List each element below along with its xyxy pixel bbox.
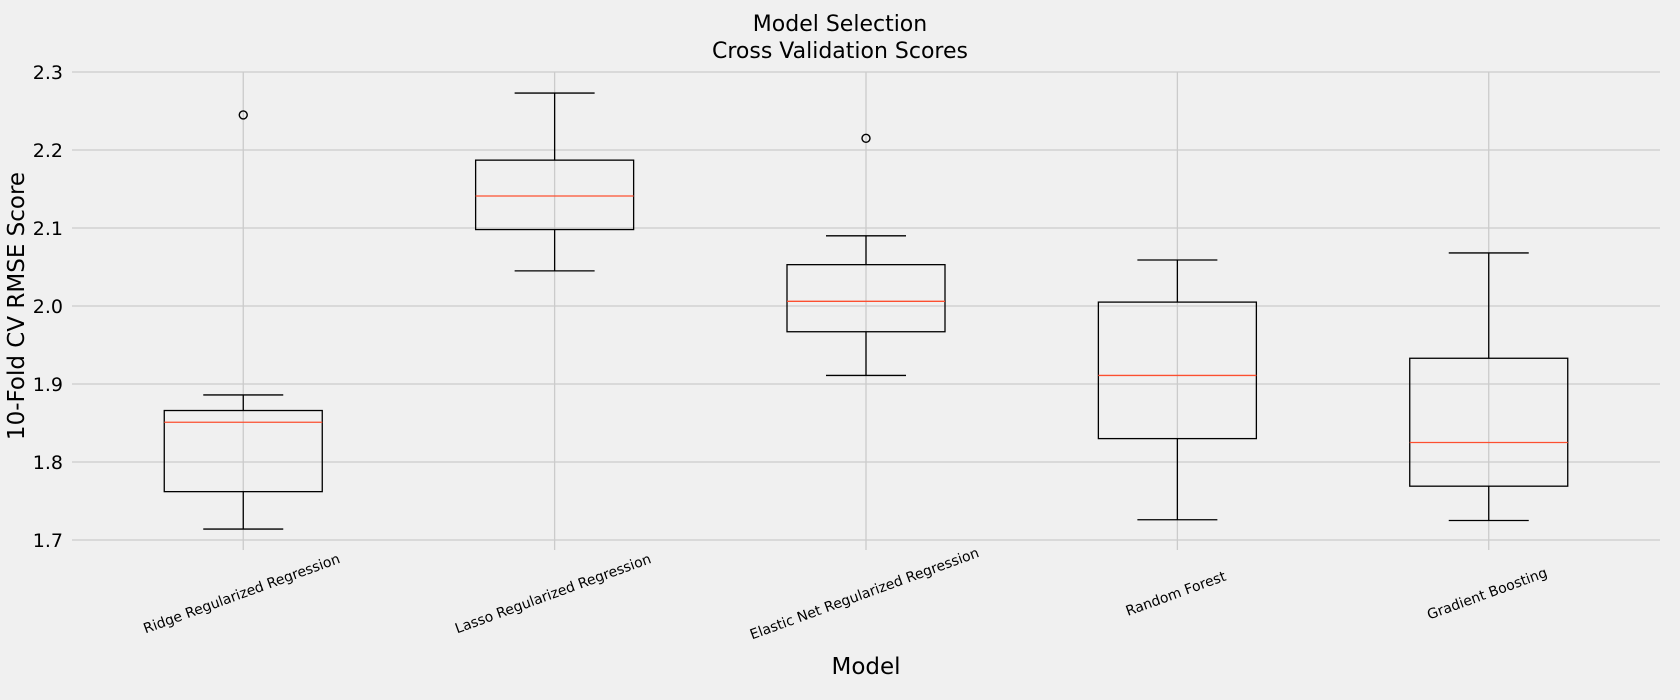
x-axis-label: Model [831,654,900,680]
x-tick-label: Lasso Regularized Regression [453,551,653,637]
chart-title: Model Selection Cross Validation Scores [712,12,968,64]
y-tick-label: 2.1 [33,218,63,240]
x-tick-label: Random Forest [1124,569,1229,620]
iqr-box [474,159,635,231]
iqr-box [786,264,946,333]
box-group [1097,259,1258,521]
boxes [163,92,1569,530]
x-tick-label: Elastic Net Regularized Regression [748,545,981,643]
y-axis-label: 10-Fold CV RMSE Score [4,172,30,440]
box-group [163,110,323,530]
y-axis-ticks: 1.7 1.8 1.9 2.0 2.1 2.2 2.3 [33,62,63,552]
y-tick-label: 1.7 [33,530,63,552]
outlier-point [861,133,871,144]
x-tick-label: Gradient Boosting [1425,565,1549,623]
y-tick-label: 2.0 [33,296,63,318]
chart-title-line-1: Model Selection [753,12,927,37]
chart-title-line-2: Cross Validation Scores [712,39,968,64]
iqr-box [163,409,323,493]
y-tick-label: 2.3 [33,62,63,84]
box-group [474,92,635,272]
x-tick-label: Ridge Regularized Regression [141,551,342,637]
iqr-box [1409,357,1569,487]
iqr-box [1097,301,1258,440]
outlier-point [238,110,248,120]
grid [72,71,1660,550]
box-group [1409,252,1569,522]
x-axis-ticks: Ridge Regularized Regression Lasso Regula… [141,545,1549,643]
y-tick-label: 1.8 [33,452,63,474]
y-tick-label: 1.9 [33,374,63,396]
y-tick-label: 2.2 [33,140,63,162]
box-group [786,133,946,377]
